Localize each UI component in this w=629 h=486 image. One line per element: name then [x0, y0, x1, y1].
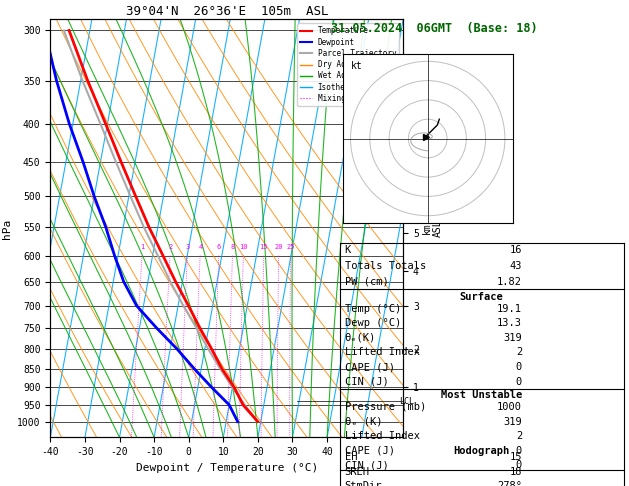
Y-axis label: km
ASL: km ASL — [421, 220, 443, 237]
Legend: Temperature, Dewpoint, Parcel Trajectory, Dry Adiabat, Wet Adiabat, Isotherm, Mi: Temperature, Dewpoint, Parcel Trajectory… — [297, 23, 399, 106]
Text: θₑ (K): θₑ (K) — [345, 417, 382, 427]
Text: CAPE (J): CAPE (J) — [345, 446, 394, 456]
Text: 6: 6 — [217, 244, 221, 250]
Text: 15: 15 — [509, 452, 522, 462]
Text: LCL: LCL — [399, 397, 414, 406]
Text: 20: 20 — [274, 244, 283, 250]
Text: Pressure (mb): Pressure (mb) — [345, 402, 426, 412]
Text: θₑ(K): θₑ(K) — [345, 333, 376, 343]
Text: Dewp (°C): Dewp (°C) — [345, 318, 401, 329]
Text: CIN (J): CIN (J) — [345, 460, 389, 470]
Text: Lifted Index: Lifted Index — [345, 431, 420, 441]
Text: 1000: 1000 — [497, 402, 522, 412]
Text: 25: 25 — [286, 244, 295, 250]
Text: 16: 16 — [509, 245, 522, 256]
Text: 2: 2 — [516, 431, 522, 441]
Text: 31.05.2024  06GMT  (Base: 18): 31.05.2024 06GMT (Base: 18) — [331, 22, 537, 35]
Text: 19.1: 19.1 — [497, 304, 522, 314]
Text: 13.3: 13.3 — [497, 318, 522, 329]
Text: Most Unstable: Most Unstable — [440, 390, 522, 400]
Text: 1.82: 1.82 — [497, 277, 522, 287]
Text: Lifted Index: Lifted Index — [345, 347, 420, 358]
Text: 278°: 278° — [497, 481, 522, 486]
Text: Hodograph: Hodograph — [453, 446, 509, 456]
Text: 0: 0 — [516, 377, 522, 387]
Text: EH: EH — [345, 452, 357, 462]
Text: SREH: SREH — [345, 467, 370, 477]
Text: Totals Totals: Totals Totals — [345, 261, 426, 271]
Text: K: K — [345, 245, 351, 256]
Text: 4: 4 — [198, 244, 203, 250]
Title: 39°04'N  26°36'E  105m  ASL: 39°04'N 26°36'E 105m ASL — [126, 5, 328, 18]
Text: 319: 319 — [503, 333, 522, 343]
Text: 2: 2 — [168, 244, 172, 250]
Text: 8: 8 — [230, 244, 235, 250]
Text: CIN (J): CIN (J) — [345, 377, 389, 387]
X-axis label: Dewpoint / Temperature (°C): Dewpoint / Temperature (°C) — [136, 463, 318, 473]
Text: 2: 2 — [516, 347, 522, 358]
Text: 319: 319 — [503, 417, 522, 427]
Y-axis label: hPa: hPa — [1, 218, 11, 239]
Text: 0: 0 — [516, 362, 522, 372]
Text: 43: 43 — [509, 261, 522, 271]
Text: StmDir: StmDir — [345, 481, 382, 486]
Text: Surface: Surface — [459, 292, 503, 302]
Text: 0: 0 — [516, 446, 522, 456]
Text: CAPE (J): CAPE (J) — [345, 362, 394, 372]
Text: PW (cm): PW (cm) — [345, 277, 389, 287]
Text: 18: 18 — [509, 467, 522, 477]
Text: kt: kt — [350, 61, 362, 71]
Text: 10: 10 — [239, 244, 248, 250]
Text: 1: 1 — [140, 244, 145, 250]
Text: 3: 3 — [186, 244, 190, 250]
Text: Temp (°C): Temp (°C) — [345, 304, 401, 314]
Text: 0: 0 — [516, 460, 522, 470]
Text: 15: 15 — [260, 244, 268, 250]
